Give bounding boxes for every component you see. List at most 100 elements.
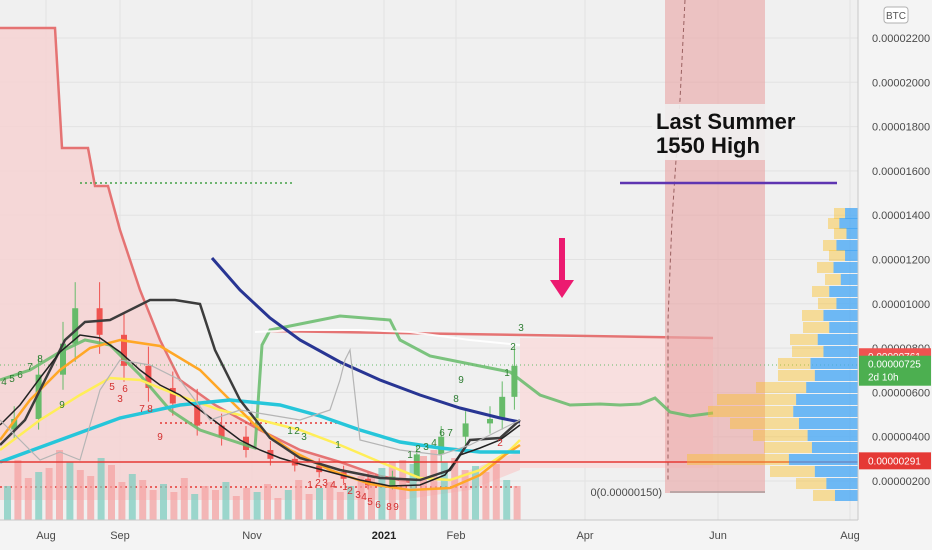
y-tick-label: 0.00002000 xyxy=(872,77,930,89)
price-tag-label: 0.00000725 xyxy=(868,360,921,371)
volume-profile-bar xyxy=(823,346,858,357)
sequence-counter-label: 4 xyxy=(330,480,336,491)
time-axis: Aug Sep Nov 2021 Feb Apr Jun Aug xyxy=(36,530,860,542)
y-tick-label: 0.00001000 xyxy=(872,299,930,311)
sequence-counter-label: 9 xyxy=(393,502,399,513)
down-arrow-icon xyxy=(550,238,574,298)
volume-profile-bar xyxy=(687,454,789,465)
volume-profile-bar xyxy=(807,430,858,441)
sequence-counter-label: 1 xyxy=(504,368,510,379)
volume-profile-bar xyxy=(778,370,815,381)
volume-bar xyxy=(14,460,22,520)
lower-band-line xyxy=(0,314,714,451)
volume-profile-bar xyxy=(778,358,811,369)
volume-bar xyxy=(191,494,199,520)
volume-bar xyxy=(97,458,105,520)
volume-profile-bar xyxy=(792,346,824,357)
sequence-counter-label: 2 xyxy=(497,438,503,449)
upper-band-fill xyxy=(0,28,520,500)
sequence-counter-label: 7 xyxy=(139,404,145,415)
candle-body xyxy=(487,418,493,424)
sequence-counter-label: 2 xyxy=(294,426,300,437)
volume-bar xyxy=(482,472,490,520)
volume-profile-bar xyxy=(840,274,858,285)
sequence-counter-label: 2 xyxy=(315,478,321,489)
volume-profile-bar xyxy=(730,418,799,429)
volume-profile-bar xyxy=(846,228,858,239)
y-tick-label: 0.00000200 xyxy=(872,476,930,488)
volume-profile-bar xyxy=(813,490,835,501)
candle-body xyxy=(121,334,127,366)
volume-profile-bar xyxy=(810,358,858,369)
sequence-counter-label: 9 xyxy=(157,432,163,443)
volume-profile-bar xyxy=(834,490,858,501)
dark-gray-ma xyxy=(0,298,521,482)
x-tick-label: Jun xyxy=(709,530,727,542)
volume-bar xyxy=(66,462,74,520)
y-tick-label: 0.00002200 xyxy=(872,33,930,45)
volume-profile-bar xyxy=(829,250,846,261)
volume-bar xyxy=(430,450,438,520)
volume-bar xyxy=(368,474,375,520)
sequence-counter-label: 2 xyxy=(510,342,516,353)
currency-badge xyxy=(883,6,909,24)
volume-profile-bar xyxy=(798,418,858,429)
sequence-counter-label: 5 xyxy=(367,497,373,508)
candle-body xyxy=(499,396,506,419)
volume-bar xyxy=(180,478,188,520)
annotation-line-1: Last Summer xyxy=(656,109,796,134)
sequence-counter-label: 7 xyxy=(27,362,33,373)
volume-profile xyxy=(687,208,858,501)
yellow-ma xyxy=(0,376,521,482)
sequence-counter-label: 6 xyxy=(122,384,128,395)
volume-bar xyxy=(503,480,511,520)
sequence-counter-label: 2 xyxy=(415,444,421,455)
volume-profile-bar xyxy=(839,218,858,229)
volume-bar xyxy=(409,464,417,520)
x-tick-label: Nov xyxy=(242,530,262,542)
candle-body xyxy=(35,374,42,419)
volume-bar xyxy=(87,476,95,520)
fib-zero-label: 0(0.00000150) xyxy=(590,487,662,499)
projection-dashed-path xyxy=(667,0,686,480)
volume-bar xyxy=(222,482,230,520)
volume-bar xyxy=(316,488,323,520)
volume-profile-bar xyxy=(817,262,834,273)
sequence-counter-label: 4 xyxy=(1,377,7,388)
volume-profile-bar xyxy=(717,394,797,405)
volume-bar xyxy=(357,476,365,520)
sequence-counter-label: 5 xyxy=(9,374,15,385)
sequence-counter-label: 1 xyxy=(407,450,413,461)
volume-profile-bar xyxy=(814,466,858,477)
sequence-counter-label: 2 xyxy=(347,486,353,497)
volume-bar xyxy=(160,484,167,520)
volume-profile-bar xyxy=(811,442,858,453)
volume-profile-bar xyxy=(788,454,858,465)
volume-bar xyxy=(420,456,427,520)
candle-body xyxy=(194,403,201,426)
volume-bar xyxy=(128,474,136,520)
volume-profile-bar xyxy=(829,322,858,333)
orange-ma xyxy=(0,338,521,492)
volume-bar xyxy=(253,492,261,520)
sequence-counter-label: 4 xyxy=(431,438,437,449)
volume-profile-bar xyxy=(833,262,858,273)
candle-body xyxy=(511,365,518,397)
volume-bar xyxy=(347,486,355,520)
target-zone xyxy=(665,0,765,493)
volume-bar xyxy=(149,490,157,520)
sequence-counter-label: 1 xyxy=(287,426,293,437)
time-axis-background xyxy=(0,520,858,550)
volume-profile-bar xyxy=(826,478,858,489)
volume-profile-bar xyxy=(829,286,858,297)
y-tick-label: 0.00000600 xyxy=(872,387,930,399)
volume-bars xyxy=(4,450,521,520)
volume-bar xyxy=(388,462,396,520)
sequence-counter-label: 3 xyxy=(423,442,429,453)
price-tag xyxy=(859,355,931,386)
sequence-counter-label: 9 xyxy=(458,375,464,386)
navy-ma xyxy=(210,257,521,424)
volume-bar xyxy=(45,468,53,520)
